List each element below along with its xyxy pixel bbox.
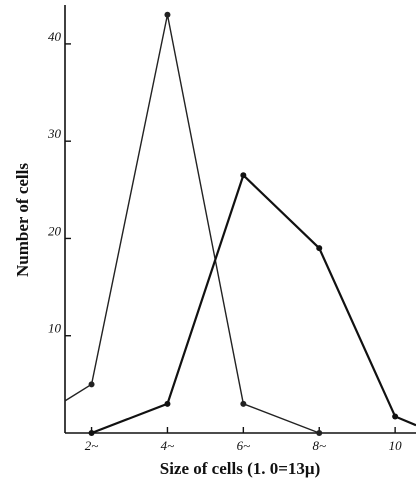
data-point (316, 430, 323, 436)
data-point (240, 172, 247, 179)
data-point (164, 400, 171, 407)
y-tick-label: 30 (47, 126, 62, 141)
x-tick-label: 10 (389, 438, 403, 453)
data-point (88, 430, 95, 436)
x-axis-title: Size of cells (1. 0=13μ) (160, 459, 320, 478)
x-tick-label: 4~ (161, 438, 175, 453)
data-point (316, 245, 323, 252)
y-axis-title: Number of cells (13, 163, 32, 277)
data-point (88, 381, 95, 388)
x-tick-label: 2~ (85, 438, 99, 453)
data-point (392, 413, 399, 420)
series-line (64, 14, 320, 434)
y-tick-label: 20 (48, 223, 62, 238)
data-point (240, 400, 247, 407)
data-point (164, 11, 171, 18)
x-tick-label: 6~ (237, 438, 251, 453)
y-tick-label: 10 (48, 321, 62, 336)
series-line (91, 173, 416, 435)
x-tick-label: 8~ (312, 438, 326, 453)
y-tick-label: 40 (48, 29, 62, 44)
